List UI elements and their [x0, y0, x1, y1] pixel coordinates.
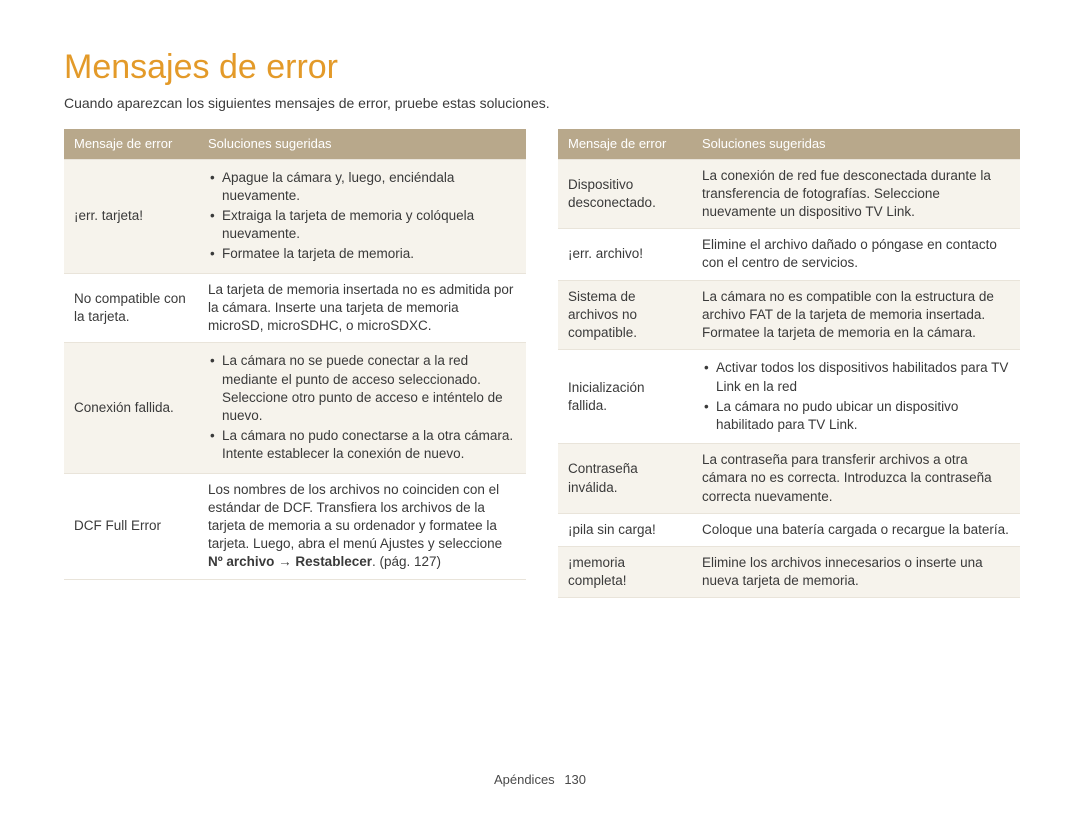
error-cell: DCF Full Error [64, 473, 198, 579]
footer-section: Apéndices [494, 772, 555, 787]
list-item: La cámara no se puede conectar a la red … [208, 352, 516, 425]
solution-text-post: . (pág. 127) [372, 554, 441, 569]
solution-cell: Los nombres de los archivos no coinciden… [198, 473, 526, 579]
list-item: Apague la cámara y, luego, enciéndala nu… [208, 169, 516, 205]
solution-bold: Nº archivo → Restablecer [208, 554, 372, 569]
error-cell: Inicialización fallida. [558, 350, 692, 444]
right-column: Mensaje de errorSoluciones sugeridas Dis… [558, 129, 1020, 598]
error-cell: ¡err. tarjeta! [64, 159, 198, 273]
solution-list: Activar todos los dispositivos habilitad… [702, 359, 1010, 434]
table-row: No compatible con la tarjeta.La tarjeta … [64, 273, 526, 343]
list-item: La cámara no pudo conectarse a la otra c… [208, 427, 516, 463]
solution-cell: Elimine el archivo dañado o póngase en c… [692, 229, 1020, 280]
table-row: ¡err. tarjeta! Apague la cámara y, luego,… [64, 159, 526, 273]
table-row: Conexión fallida.La cámara no se puede c… [64, 343, 526, 473]
error-cell: ¡err. archivo! [558, 229, 692, 280]
table-row: ¡err. archivo!Elimine el archivo dañado … [558, 229, 1020, 280]
column-header-solution: Soluciones sugeridas [692, 129, 1020, 159]
left-column: Mensaje de errorSoluciones sugeridas ¡er… [64, 129, 526, 598]
error-cell: Conexión fallida. [64, 343, 198, 473]
table-row: Dispositivo desconectado.La conexión de … [558, 159, 1020, 229]
error-cell: Dispositivo desconectado. [558, 159, 692, 229]
column-header-solution: Soluciones sugeridas [198, 129, 526, 159]
solution-cell: La cámara no es compatible con la estruc… [692, 280, 1020, 350]
column-header-error: Mensaje de error [558, 129, 692, 159]
error-cell: Contraseña inválida. [558, 444, 692, 514]
table-row: Inicialización fallida. Activar todos los… [558, 350, 1020, 444]
solution-cell: Coloque una batería cargada o recargue l… [692, 513, 1020, 546]
table-row: DCF Full ErrorLos nombres de los archivo… [64, 473, 526, 579]
page-title: Mensajes de error [64, 48, 1020, 87]
column-header-error: Mensaje de error [64, 129, 198, 159]
table-row: ¡memoria completa!Elimine los archivos i… [558, 547, 1020, 598]
solution-cell: La tarjeta de memoria insertada no es ad… [198, 273, 526, 343]
error-cell: No compatible con la tarjeta. [64, 273, 198, 343]
list-item: Activar todos los dispositivos habilitad… [702, 359, 1010, 395]
error-table-right: Mensaje de errorSoluciones sugeridas Dis… [558, 129, 1020, 598]
table-row: Sistema de archivos no compatible.La cám… [558, 280, 1020, 350]
solution-cell: Activar todos los dispositivos habilitad… [692, 350, 1020, 444]
solution-cell: La cámara no se puede conectar a la red … [198, 343, 526, 473]
solution-cell: Apague la cámara y, luego, enciéndala nu… [198, 159, 526, 273]
error-cell: Sistema de archivos no compatible. [558, 280, 692, 350]
page-footer: Apéndices 130 [0, 772, 1080, 787]
tables-container: Mensaje de errorSoluciones sugeridas ¡er… [64, 129, 1020, 598]
error-cell: ¡memoria completa! [558, 547, 692, 598]
solution-list: La cámara no se puede conectar a la red … [208, 352, 516, 463]
solution-list: Apague la cámara y, luego, enciéndala nu… [208, 169, 516, 264]
list-item: Formatee la tarjeta de memoria. [208, 245, 516, 263]
list-item: La cámara no pudo ubicar un dispositivo … [702, 398, 1010, 434]
footer-page-number: 130 [564, 772, 586, 787]
solution-cell: La conexión de red fue desconectada dura… [692, 159, 1020, 229]
error-table-left: Mensaje de errorSoluciones sugeridas ¡er… [64, 129, 526, 580]
table-row: Contraseña inválida.La contraseña para t… [558, 444, 1020, 514]
solution-cell: La contraseña para transferir archivos a… [692, 444, 1020, 514]
list-item: Extraiga la tarjeta de memoria y colóque… [208, 207, 516, 243]
solution-text: Los nombres de los archivos no coinciden… [208, 482, 502, 552]
table-row: ¡pila sin carga!Coloque una batería carg… [558, 513, 1020, 546]
error-cell: ¡pila sin carga! [558, 513, 692, 546]
solution-cell: Elimine los archivos innecesarios o inse… [692, 547, 1020, 598]
intro-text: Cuando aparezcan los siguientes mensajes… [64, 95, 1020, 111]
